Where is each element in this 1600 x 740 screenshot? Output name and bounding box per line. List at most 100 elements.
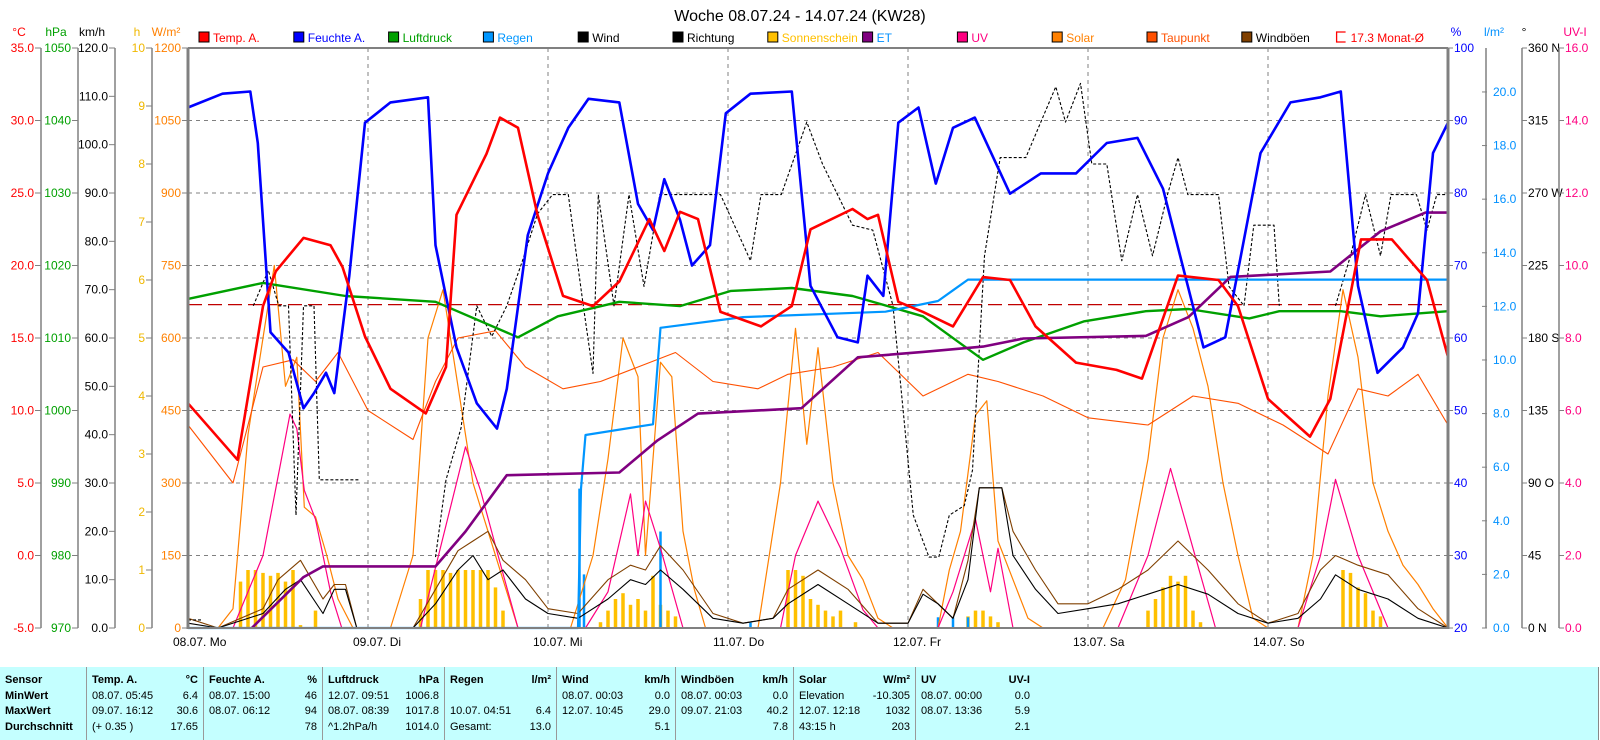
legend-swatch	[1146, 31, 1158, 43]
x-tick-label: 08.07. Mo	[173, 635, 227, 649]
tick-label: 4.0	[1493, 514, 1510, 528]
sunshine-bar	[253, 570, 258, 628]
axis-unit-label: hPa	[45, 25, 67, 39]
stat-max: 08.07. 06:12 94	[204, 704, 322, 719]
row-label: Durchschnitt	[0, 720, 86, 735]
grid: 08.07. Mo 09.07. Di 10.07. Mi 11.07. Do 12.0…	[173, 48, 1448, 649]
legend-label: Richtung	[687, 31, 734, 45]
axis-uv: UV-I 16.0 14.0 12.0 10.0 8.0 6.0 4.0 2.0 0.0	[1558, 25, 1589, 635]
tick-label: 1030	[44, 186, 71, 200]
sunshine-bar	[246, 570, 250, 628]
tick-label: 4.0	[1565, 476, 1582, 490]
sunshine-bar	[831, 616, 835, 628]
legend-item-rain: Regen	[482, 31, 533, 45]
tick-label: 25.0	[11, 186, 35, 200]
stat-avg: 78	[204, 720, 322, 735]
tick-label: 0.0	[1565, 621, 1582, 635]
sunshine-bar	[651, 575, 655, 628]
tick-label: 9	[138, 99, 145, 113]
tick-label: 1	[138, 563, 145, 577]
sunshine-bar	[666, 610, 670, 628]
legend-label: Feuchte A.	[308, 31, 365, 45]
tick-label: 50	[1454, 404, 1468, 418]
sunshine-bar	[1176, 581, 1180, 628]
sunshine-bar	[1363, 593, 1368, 628]
stat-avg: 5.1	[557, 720, 675, 735]
plot-frame	[186, 47, 1450, 629]
stat-min: 08.07. 00:03 0.0	[676, 689, 793, 704]
rain-bar	[966, 617, 970, 628]
axis-humidity: % 100 90 80 70 60 50 40 30 20	[1448, 25, 1474, 635]
sunshine-bar	[996, 622, 1000, 628]
sunshine-bar	[1153, 599, 1158, 628]
legend-item-wind: Wind	[577, 31, 620, 45]
x-tick-label: 09.07. Di	[353, 635, 401, 649]
tick-label: 60	[1454, 331, 1468, 345]
sunshine-bar	[973, 610, 978, 628]
tick-label: 10.0	[11, 404, 35, 418]
column-header: Wind km/h	[557, 673, 675, 688]
stat-avg: ^1.2hPa/h 1014.0	[323, 720, 444, 735]
sunshine-bar	[463, 570, 468, 628]
tick-label: 30	[1454, 549, 1468, 563]
stat-min: 08.07. 00:03 0.0	[557, 689, 675, 704]
legend-label: Temp. A.	[213, 31, 260, 45]
tick-label: 40	[1454, 476, 1468, 490]
legend-label: ET	[877, 31, 893, 45]
stat-time: 43:15 h	[799, 721, 836, 733]
stat-value: 1017.8	[405, 705, 439, 717]
legend-item-temp: Temp. A.	[198, 31, 260, 45]
tick-label: 990	[51, 476, 71, 490]
sunshine-bar	[823, 610, 828, 628]
legend-item-direction: Richtung	[672, 31, 734, 45]
row-label-text: Durchschnitt	[5, 721, 73, 733]
sunshine-bar	[816, 604, 820, 628]
bars	[238, 488, 1383, 628]
sunshine-bar	[801, 575, 805, 628]
stat-avg: 2.1	[916, 720, 1035, 735]
stat-time: 08.07. 15:00	[209, 690, 271, 702]
tick-label: 45	[1528, 549, 1542, 563]
stats-col-feuchte-a-: Feuchte A.% 08.07. 15:00 46 08.07. 06:12 94 7…	[204, 667, 323, 740]
legend-swatch	[388, 31, 400, 43]
tick-label: 1200	[154, 41, 181, 55]
stat-value: 46	[304, 690, 317, 702]
stat-value: 5.1	[654, 721, 670, 733]
axis-solar: W/m² 1200 1050 900 750 600 450 300 150 0	[152, 25, 188, 635]
tick-label: 35.0	[11, 41, 35, 55]
sunshine-bar	[238, 581, 243, 628]
sunshine-bar	[1191, 610, 1195, 628]
sunshine-bar	[1371, 610, 1375, 628]
column-name: UV	[921, 674, 937, 686]
tick-label: 8.0	[1565, 331, 1582, 345]
tick-label: 1050	[154, 114, 181, 128]
legend: Temp. A. Feuchte A. Luftdruck Regen Wind Rich…	[198, 31, 1424, 45]
column-unit: km/h	[644, 674, 670, 686]
tick-label: -5.0	[13, 621, 34, 635]
stat-value: 78	[304, 721, 317, 733]
stat-value: 40.2	[766, 705, 788, 717]
stat-max: 10.07. 04:51 6.4	[445, 704, 556, 719]
stat-max: 09.07. 21:03 40.2	[676, 704, 793, 719]
stat-max: 08.07. 08:39 1017.8	[323, 704, 444, 719]
series-direction	[188, 82, 1448, 621]
tick-label: 20	[1454, 621, 1468, 635]
rain-bar	[659, 531, 662, 628]
stat-time: 08.07. 06:12	[209, 705, 271, 717]
tick-label: 0 N	[1528, 621, 1547, 635]
legend-label: UV	[971, 31, 988, 45]
row-label-text: Sensor	[5, 674, 43, 686]
sunshine-bar	[313, 610, 318, 628]
tick-label: 4	[138, 389, 145, 403]
rain-bar	[936, 617, 940, 628]
legend-label: Sonnenschein	[782, 31, 858, 45]
tick-label: 40.0	[85, 428, 109, 442]
legend-swatch	[293, 31, 305, 43]
stats-col-sensor: Sensor MinWert MaxWert Durchschnitt	[0, 667, 87, 740]
tick-label: 8.0	[1493, 407, 1510, 421]
tick-label: 12.0	[1493, 299, 1517, 313]
stats-col-wind: Wind km/h 08.07. 00:03 0.0 12.07. 10:45 29.0 5…	[557, 667, 676, 740]
legend-swatch	[862, 31, 874, 43]
tick-label: 7	[138, 215, 145, 229]
tick-label: 750	[161, 259, 181, 273]
